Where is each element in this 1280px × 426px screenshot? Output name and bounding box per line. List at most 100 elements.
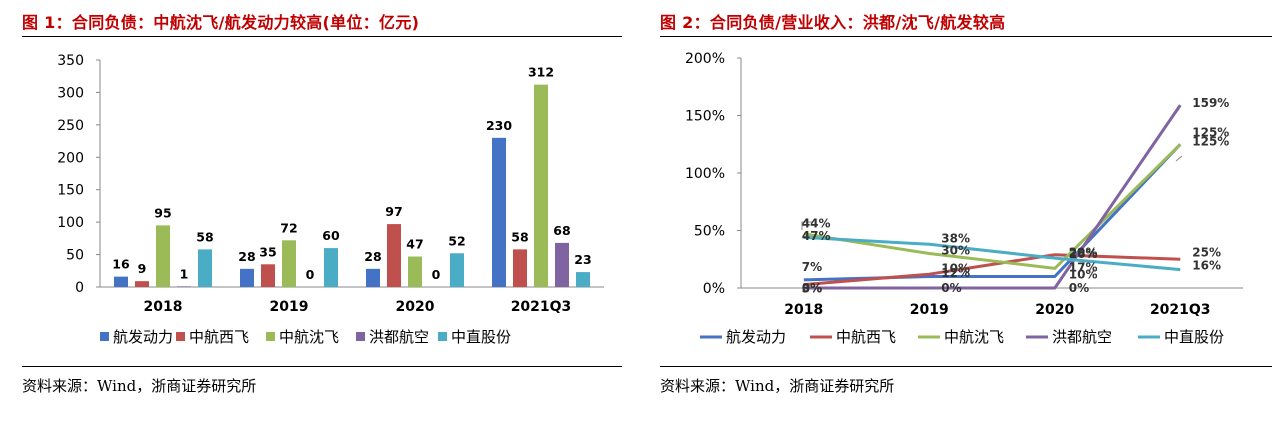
legend-swatch [266, 332, 275, 341]
bar-2 [135, 281, 149, 287]
line-data-label: 7% [802, 260, 822, 274]
label-leader-line [801, 221, 812, 230]
bar-data-label: 28 [364, 249, 381, 264]
figure-2-top-rule [660, 36, 1272, 37]
bar-3 [156, 225, 170, 287]
y-tick-label: 150 [57, 183, 84, 199]
y-tick-label: 150% [685, 109, 725, 125]
y-tick-label: 100 [57, 215, 84, 231]
y-tick-label: 200% [685, 51, 725, 67]
line-data-label: 125% [1192, 134, 1229, 148]
series-line-2 [803, 253, 1181, 287]
bar-2 [261, 264, 275, 287]
figure-2-title: 图 2：合同负债/营业收入：洪都/沈飞/航发较高 [660, 13, 1006, 32]
x-tick-label: 2021Q3 [1150, 302, 1211, 318]
bar-data-label: 0 [432, 267, 441, 282]
bar-data-label: 1 [180, 266, 189, 281]
bar-data-label: 60 [322, 228, 340, 243]
legend-label: 中航沈飞 [279, 328, 339, 346]
x-tick-label: 2019 [270, 299, 309, 315]
bar-data-label: 52 [448, 233, 465, 248]
line-data-label: 0% [802, 281, 822, 295]
bar-data-label: 0 [306, 267, 315, 282]
line-data-label: 10% [941, 262, 970, 276]
legend-swatch [438, 332, 447, 341]
figure-1-bottom-rule [22, 366, 622, 367]
line-data-label: 12% [941, 266, 970, 280]
bar-4 [555, 242, 569, 287]
bar-1 [240, 268, 254, 287]
bar-data-label: 28 [238, 249, 255, 264]
line-data-label: 125% [1192, 125, 1229, 139]
bar-data-label: 68 [553, 223, 570, 238]
legend-label: 航发动力 [113, 328, 173, 346]
line-data-label: 16% [1192, 259, 1221, 273]
line-data-label: 10% [1069, 268, 1098, 282]
bar-4 [177, 286, 191, 287]
line-data-label: 47% [802, 229, 831, 243]
bar-2 [387, 224, 401, 287]
line-data-label: 25% [1192, 245, 1221, 259]
bar-5 [324, 248, 338, 287]
y-tick-label: 50% [694, 224, 725, 240]
bar-data-label: 95 [154, 205, 171, 220]
x-tick-label: 2020 [1035, 302, 1074, 318]
bar-3 [534, 84, 548, 287]
bar-data-label: 312 [528, 65, 554, 80]
bar-5 [450, 253, 464, 287]
line-data-label: 30% [941, 244, 970, 258]
bar-5 [576, 272, 590, 287]
figure-1-top-rule [22, 36, 622, 37]
line-data-label: 29% [1069, 246, 1098, 260]
legend-label: 中直股份 [451, 328, 511, 346]
y-tick-label: 350 [57, 53, 84, 69]
line-data-label: 17% [1069, 260, 1098, 274]
series-line-3 [803, 143, 1182, 270]
bar-data-label: 58 [511, 229, 528, 244]
bar-1 [492, 137, 506, 287]
x-tick-label: 2021Q3 [511, 299, 572, 315]
line-data-label: 3% [802, 282, 822, 296]
y-tick-label: 300 [57, 85, 84, 101]
y-tick-label: 200 [57, 150, 84, 166]
legend-label: 中直股份 [1164, 328, 1224, 346]
line-data-label: 44% [802, 216, 831, 230]
figure-2-source: 资料来源：Wind，浙商证券研究所 [660, 377, 895, 395]
x-tick-label: 2019 [910, 302, 949, 318]
x-tick-label: 2020 [396, 299, 435, 315]
legend-swatch [176, 332, 185, 341]
bar-data-label: 47 [406, 237, 423, 252]
line-data-label: 38% [941, 231, 970, 245]
bar-1 [114, 276, 128, 287]
bar-data-label: 35 [259, 244, 276, 259]
y-tick-label: 0 [75, 280, 84, 296]
bar-2 [513, 249, 527, 287]
figure-1-source: 资料来源：Wind，浙商证券研究所 [22, 377, 257, 395]
y-tick-label: 250 [57, 118, 84, 134]
legend-label: 中航西飞 [836, 328, 896, 346]
bar-3 [408, 256, 422, 287]
legend-label: 洪都航空 [1052, 328, 1112, 346]
figure-1-title: 图 1：合同负债：中航沈飞/航发动力较高(单位：亿元) [22, 13, 420, 32]
y-tick-label: 50 [66, 248, 84, 264]
figure-2: 图 2：合同负债/营业收入：洪都/沈飞/航发较高 0% 50% 100% 150% 20… [656, 0, 1280, 426]
line-data-label: 159% [1192, 96, 1229, 110]
bar-data-label: 23 [574, 252, 591, 267]
bar-data-label: 16 [112, 257, 130, 272]
bar-3 [282, 240, 296, 287]
series-line-5 [803, 235, 1181, 272]
bar-5 [198, 249, 212, 287]
bar-data-label: 58 [196, 229, 213, 244]
bar-data-label: 230 [486, 118, 512, 133]
legend-label: 洪都航空 [369, 328, 429, 346]
legend-swatch [100, 332, 109, 341]
bar-1 [366, 268, 380, 287]
line-data-label: 0% [941, 281, 961, 295]
legend-swatch [356, 332, 365, 341]
x-tick-label: 2018 [144, 299, 183, 315]
bar-data-label: 72 [280, 220, 297, 235]
figure-1: 图 1：合同负债：中航沈飞/航发动力较高(单位：亿元) 0 50 100 150 200… [0, 0, 630, 426]
bar-data-label: 9 [138, 261, 147, 276]
line-data-label: 0% [1069, 281, 1089, 295]
